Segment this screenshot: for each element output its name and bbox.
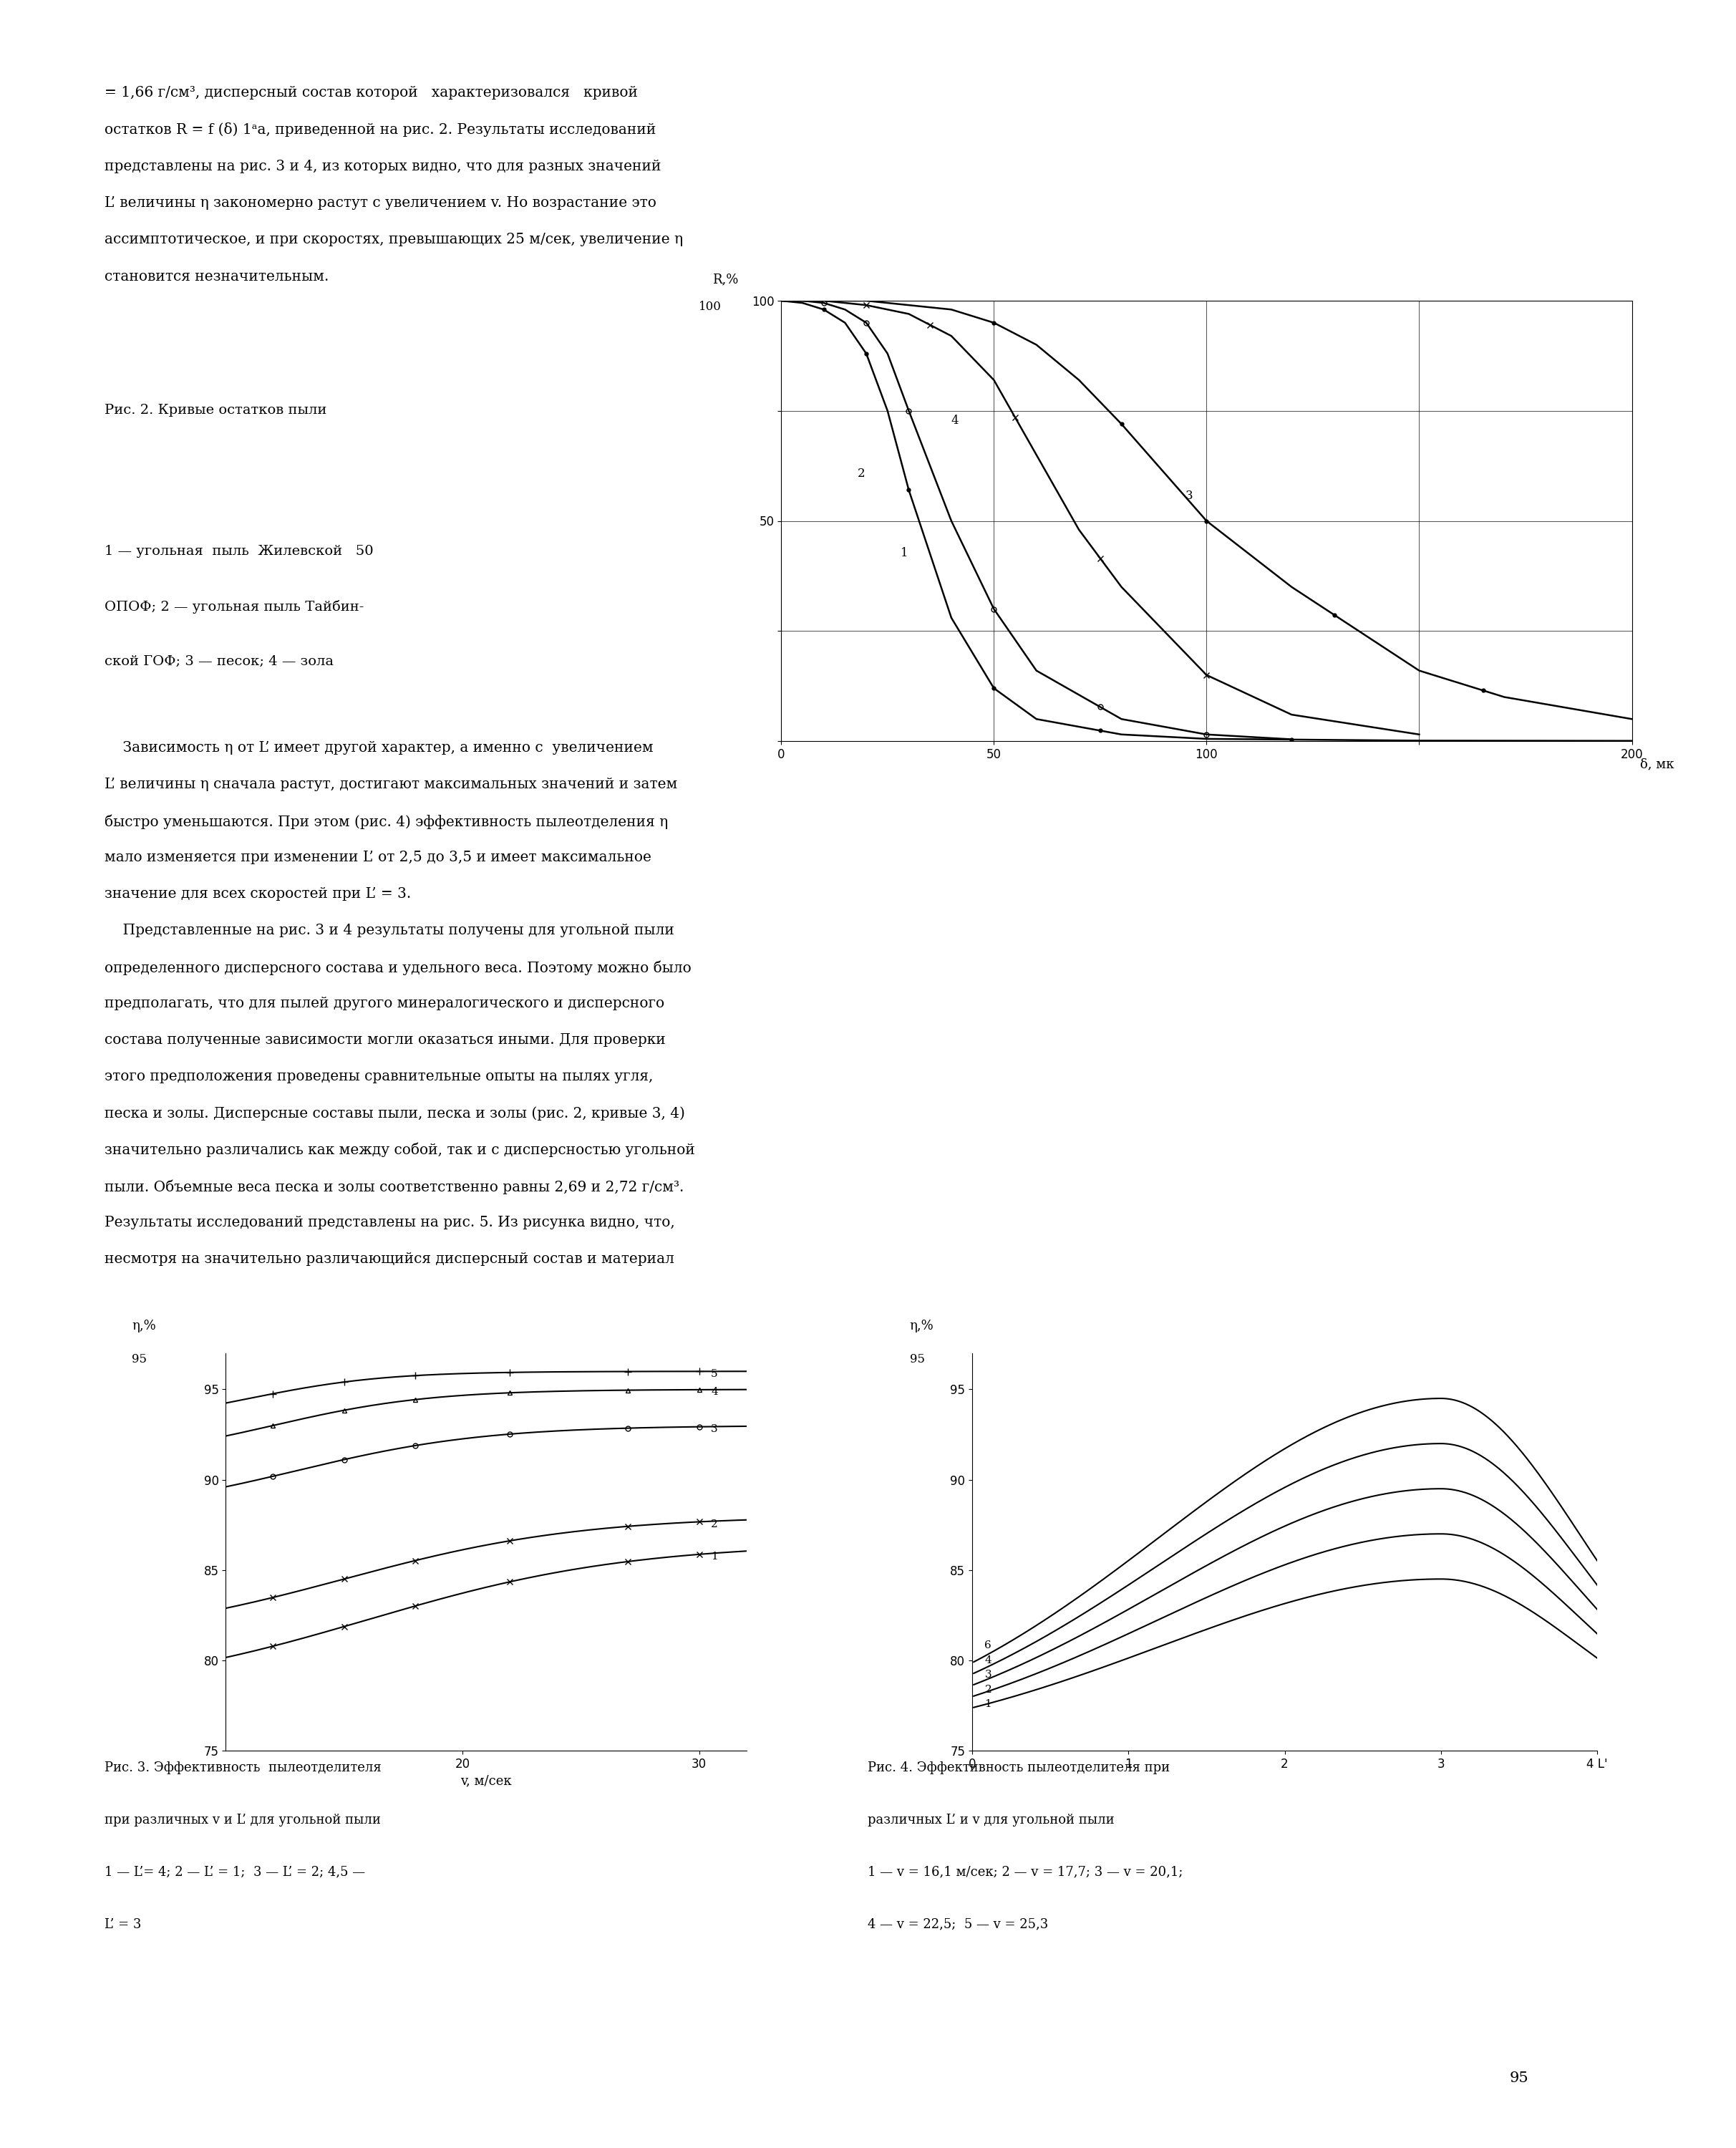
Text: значительно различались как между собой, так и с дисперсностью угольной: значительно различались как между собой,… [104, 1143, 694, 1158]
Text: 1 — v = 16,1 м/сек; 2 — v = 17,7; 3 — v = 20,1;: 1 — v = 16,1 м/сек; 2 — v = 17,7; 3 — v … [868, 1867, 1184, 1880]
Text: Представленные на рис. 3 и 4 результаты получены для угольной пыли: Представленные на рис. 3 и 4 результаты … [104, 924, 674, 937]
X-axis label: v, м/сек: v, м/сек [460, 1774, 512, 1787]
Text: 5: 5 [712, 1368, 719, 1379]
Text: остатков R = f (δ) 1ᵃа, приведенной на рис. 2. Результаты исследований: остатков R = f (δ) 1ᵃа, приведенной на р… [104, 122, 656, 137]
Text: 95: 95 [1510, 2071, 1528, 2086]
Text: 3: 3 [712, 1424, 719, 1435]
Text: 4: 4 [951, 415, 958, 427]
Text: 4 — v = 22,5;  5 — v = 25,3: 4 — v = 22,5; 5 — v = 25,3 [868, 1918, 1049, 1931]
Text: δ, мк: δ, мк [1641, 758, 1674, 771]
Text: L’ величины η сначала растут, достигают максимальных значений и затем: L’ величины η сначала растут, достигают … [104, 778, 677, 790]
Text: различных L’ и v для угольной пыли: различных L’ и v для угольной пыли [868, 1813, 1115, 1826]
Text: η,%: η,% [910, 1319, 934, 1332]
Text: 95: 95 [132, 1353, 148, 1366]
Text: = 1,66 г/см³, дисперсный состав которой   характеризовался   кривой: = 1,66 г/см³, дисперсный состав которой … [104, 86, 637, 99]
Text: 2: 2 [858, 468, 865, 479]
Text: мало изменяется при изменении L’ от 2,5 до 3,5 и имеет максимальное: мало изменяется при изменении L’ от 2,5 … [104, 851, 651, 863]
Text: 1 — L’= 4; 2 — L’ = 1;  3 — L’ = 2; 4,5 —: 1 — L’= 4; 2 — L’ = 1; 3 — L’ = 2; 4,5 — [104, 1867, 365, 1880]
Text: 4: 4 [984, 1656, 991, 1665]
Text: Зависимость η от L’ имеет другой характер, а именно с  увеличением: Зависимость η от L’ имеет другой характе… [104, 741, 653, 754]
Text: ской ГОФ; 3 — песок; 4 — зола: ской ГОФ; 3 — песок; 4 — зола [104, 655, 333, 668]
Text: значение для всех скоростей при L’ = 3.: значение для всех скоростей при L’ = 3. [104, 887, 411, 900]
Text: этого предположения проведены сравнительные опыты на пылях угля,: этого предположения проведены сравнитель… [104, 1070, 653, 1083]
Text: ОПОФ; 2 — угольная пыль Тайбин-: ОПОФ; 2 — угольная пыль Тайбин- [104, 599, 363, 614]
Text: 1: 1 [901, 548, 908, 558]
Text: состава полученные зависимости могли оказаться иными. Для проверки: состава полученные зависимости могли ока… [104, 1033, 665, 1046]
Text: определенного дисперсного состава и удельного веса. Поэтому можно было: определенного дисперсного состава и удел… [104, 960, 691, 975]
Text: 1: 1 [712, 1551, 719, 1562]
Text: Рис. 4. Эффективность пылеотделителя при: Рис. 4. Эффективность пылеотделителя при [868, 1761, 1170, 1774]
Text: пыли. Объемные веса песка и золы соответственно равны 2,69 и 2,72 г/см³.: пыли. Объемные веса песка и золы соответ… [104, 1179, 684, 1194]
Text: 4: 4 [712, 1388, 719, 1396]
Text: становится незначительным.: становится незначительным. [104, 271, 328, 284]
Text: 95: 95 [910, 1353, 925, 1366]
Text: L’ величины η закономерно растут с увеличением v. Но возрастание это: L’ величины η закономерно растут с увели… [104, 195, 656, 211]
Text: R,%: R,% [713, 273, 740, 286]
Text: песка и золы. Дисперсные составы пыли, песка и золы (рис. 2, кривые 3, 4): песка и золы. Дисперсные составы пыли, п… [104, 1106, 684, 1121]
Text: несмотря на значительно различающийся дисперсный состав и материал: несмотря на значительно различающийся ди… [104, 1252, 674, 1265]
Text: при различных v и L’ для угольной пыли: при различных v и L’ для угольной пыли [104, 1813, 380, 1826]
Text: Результаты исследований представлены на рис. 5. Из рисунка видно, что,: Результаты исследований представлены на … [104, 1216, 675, 1229]
Text: ассимптотическое, и при скоростях, превышающих 25 м/сек, увеличение η: ассимптотическое, и при скоростях, превы… [104, 232, 682, 247]
Text: 1: 1 [984, 1699, 991, 1710]
Text: 100: 100 [700, 301, 722, 314]
Text: η,%: η,% [132, 1319, 156, 1332]
Text: 1 — угольная  пыль  Жилевской   50: 1 — угольная пыль Жилевской 50 [104, 546, 373, 558]
Text: Рис. 2. Кривые остатков пыли: Рис. 2. Кривые остатков пыли [104, 404, 326, 417]
Text: 3: 3 [1186, 490, 1193, 503]
Text: 6: 6 [984, 1641, 991, 1650]
Text: представлены на рис. 3 и 4, из которых видно, что для разных значений: представлены на рис. 3 и 4, из которых в… [104, 159, 661, 174]
Text: L’ = 3: L’ = 3 [104, 1918, 141, 1931]
Text: Рис. 3. Эффективность  пылеотделителя: Рис. 3. Эффективность пылеотделителя [104, 1761, 380, 1774]
Text: 3: 3 [984, 1669, 991, 1680]
Text: 2: 2 [984, 1684, 991, 1695]
Text: предполагать, что для пылей другого минералогического и дисперсного: предполагать, что для пылей другого мине… [104, 997, 665, 1010]
Text: быстро уменьшаются. При этом (рис. 4) эффективность пылеотделения η: быстро уменьшаются. При этом (рис. 4) эф… [104, 814, 668, 829]
Text: 2: 2 [712, 1519, 719, 1529]
